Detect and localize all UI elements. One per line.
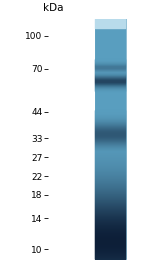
Text: kDa: kDa [43,3,63,13]
